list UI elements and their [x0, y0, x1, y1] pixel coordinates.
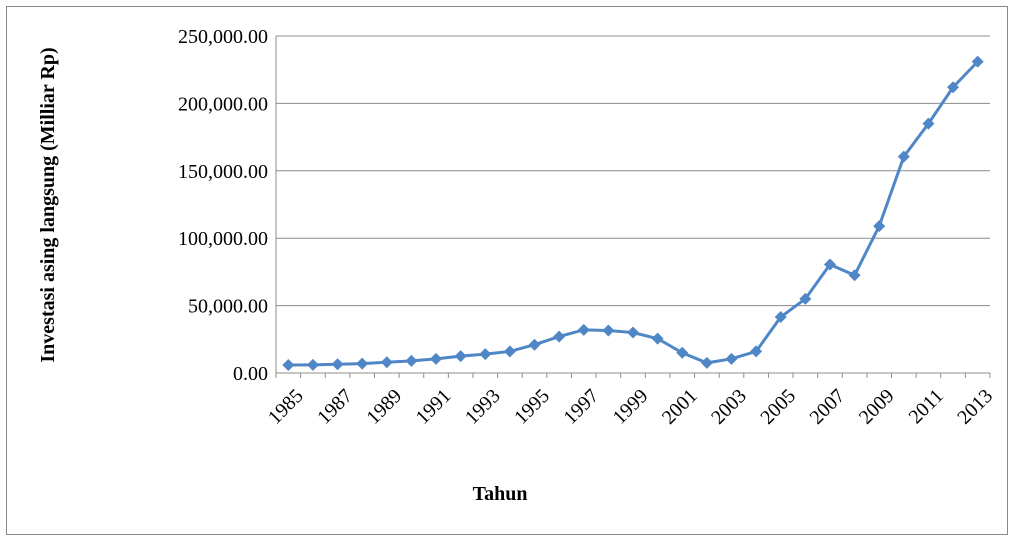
marker — [528, 338, 541, 351]
marker — [405, 354, 418, 367]
marker — [454, 350, 467, 363]
marker — [331, 358, 344, 371]
marker — [971, 55, 984, 68]
marker — [577, 323, 590, 336]
y-tick-label: 250,000.00 — [178, 26, 268, 48]
x-tick-label: 2005 — [756, 385, 800, 429]
x-tick-label: 1993 — [461, 385, 505, 429]
marker — [676, 346, 689, 359]
marker — [627, 326, 639, 339]
marker — [947, 81, 960, 94]
marker — [848, 269, 861, 282]
x-tick-label: 2009 — [855, 385, 899, 429]
x-tick-label: 1985 — [264, 385, 308, 429]
marker — [503, 345, 516, 358]
x-tick-label: 2001 — [658, 385, 702, 429]
y-tick-label: 50,000.00 — [188, 296, 268, 318]
marker — [897, 150, 910, 163]
line — [288, 60, 979, 367]
y-tick-label: 0.00 — [233, 363, 268, 385]
y-tick-label: 150,000.00 — [178, 161, 268, 183]
x-tick-label: 2003 — [707, 385, 751, 429]
marker — [380, 356, 393, 369]
x-tick-label: 1991 — [412, 385, 456, 429]
marker — [479, 348, 492, 361]
x-tick-label: 2011 — [905, 385, 948, 428]
marker — [873, 220, 886, 233]
marker — [799, 292, 812, 305]
x-tick-label: 1999 — [609, 385, 653, 429]
x-tick-label: 1997 — [559, 385, 603, 429]
x-tick-label: 1989 — [362, 385, 406, 429]
chart-border — [6, 6, 1008, 535]
x-axis-label: Tahun — [473, 483, 528, 505]
marker — [430, 352, 443, 365]
x-tick-label: 1995 — [510, 385, 554, 429]
marker — [282, 359, 295, 372]
y-tick-label: 100,000.00 — [178, 228, 268, 250]
marker — [823, 258, 836, 271]
x-tick-label: 2013 — [953, 385, 997, 429]
marker — [700, 356, 713, 369]
marker — [725, 352, 738, 365]
x-tick-label: 1987 — [313, 385, 357, 429]
marker — [651, 332, 664, 345]
marker — [553, 330, 566, 343]
y-tick-label: 200,000.00 — [178, 93, 268, 115]
marker — [774, 311, 787, 324]
marker — [922, 117, 935, 130]
marker — [306, 358, 319, 371]
y-axis-label: Investasi asing langsung (Milliar Rp) — [37, 47, 59, 363]
marker — [602, 324, 615, 337]
marker — [750, 345, 763, 358]
x-tick-label: 2007 — [806, 385, 850, 429]
marker — [356, 357, 369, 370]
